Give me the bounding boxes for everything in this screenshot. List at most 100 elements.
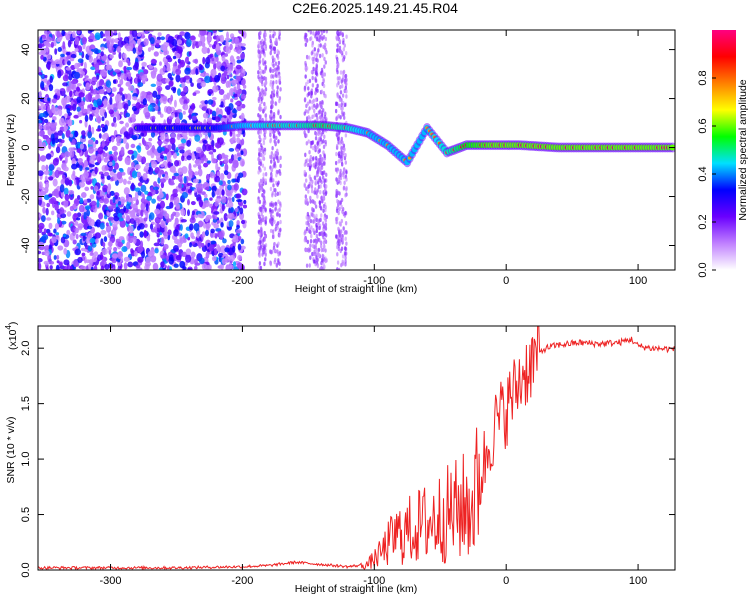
heatmap-cell (167, 229, 172, 236)
heatmap-cell (211, 110, 217, 117)
heatmap-cell (74, 248, 81, 256)
heatmap-cell (257, 86, 260, 91)
heatmap-cell (337, 159, 340, 164)
heatmap-cell (270, 105, 273, 110)
heatmap-cell (220, 195, 227, 204)
heatmap-cell (66, 107, 71, 114)
heatmap-cell (116, 171, 123, 180)
heatmap-cell (141, 156, 147, 165)
heatmap-cell (70, 80, 77, 85)
heatmap-cell (323, 231, 326, 237)
heatmap-cell (264, 216, 268, 221)
heatmap-cell (144, 261, 151, 267)
heatmap-cell (223, 212, 228, 222)
heatmap-cell (106, 212, 111, 217)
heatmap-cell (312, 259, 316, 264)
heatmap-cell (174, 217, 179, 226)
heatmap-cell (321, 53, 324, 58)
heatmap-cell (216, 244, 221, 252)
heatmap-cell (202, 112, 209, 119)
heatmap-cell (336, 94, 339, 99)
heatmap-cell (48, 176, 54, 181)
heatmap-cell (229, 74, 233, 78)
heatmap-cell (76, 86, 81, 92)
heatmap-cell (339, 49, 342, 54)
heatmap-cell (319, 184, 322, 189)
heatmap-cell (342, 150, 345, 156)
heatmap-cell (94, 238, 99, 244)
heatmap-cell (307, 115, 311, 120)
heatmap-cell (60, 53, 65, 58)
heatmap-cell (316, 88, 319, 93)
heatmap-cell (85, 82, 91, 91)
heatmap-cell (82, 108, 87, 114)
heatmap-cell (276, 55, 280, 60)
heatmap-cell (270, 220, 273, 225)
heatmap-cell (219, 172, 225, 181)
heatmap-cell (324, 248, 327, 253)
heatmap-cell (88, 38, 94, 43)
heatmap-cell (198, 63, 203, 71)
heatmap-cell (216, 188, 220, 196)
heatmap-cell (175, 202, 180, 210)
heatmap-cell (125, 112, 131, 118)
heatmap-cell (44, 84, 49, 92)
heatmap-cell (316, 194, 319, 199)
heatmap-cell (337, 190, 340, 196)
heatmap-cell (312, 156, 315, 161)
heatmap-cell (336, 252, 339, 257)
heatmap-cell (309, 36, 312, 42)
heatmap-cell (277, 109, 280, 114)
heatmap-cell (324, 258, 327, 264)
heatmap-cell (231, 196, 235, 203)
heatmap-cell (121, 246, 128, 253)
heatmap-cell (162, 65, 166, 72)
heatmap-cell (109, 54, 114, 59)
heatmap-cell (241, 188, 248, 196)
heatmap-cell (99, 222, 105, 230)
heatmap-cell (269, 79, 273, 85)
heatmap-cell (309, 243, 312, 248)
heatmap-cell (320, 195, 323, 200)
heatmap-cell (317, 30, 320, 36)
heatmap-cell (228, 213, 232, 218)
heatmap-cell (318, 142, 321, 147)
heatmap-cell (160, 220, 166, 228)
heatmap-cell (259, 91, 263, 96)
heatmap-cell (51, 105, 56, 114)
heatmap-cell (320, 30, 324, 36)
heatmap-cell (112, 51, 116, 55)
heatmap-cell (124, 157, 131, 166)
heatmap-cell (316, 263, 320, 269)
heatmap-cell (87, 50, 93, 56)
heatmap-y-tick-label: -40 (20, 238, 32, 254)
heatmap-cell (150, 70, 157, 76)
heatmap-cell (78, 181, 86, 188)
heatmap-cell (104, 263, 110, 270)
heatmap-cell (258, 214, 261, 220)
heatmap-cell (216, 137, 220, 144)
heatmap-cell (119, 79, 124, 86)
heatmap-cell (344, 85, 348, 91)
heatmap-cell (131, 135, 138, 140)
heatmap-cell (231, 109, 238, 114)
heatmap-cell (167, 35, 174, 44)
heatmap-cell (74, 62, 80, 70)
heatmap-cell (69, 57, 75, 62)
heatmap-cell (102, 33, 106, 37)
heatmap-cell (198, 40, 203, 47)
heatmap-cell (269, 207, 272, 213)
heatmap-cell (78, 92, 85, 98)
heatmap-cell (200, 73, 205, 77)
heatmap-cell (97, 146, 104, 155)
heatmap-cell (137, 32, 142, 37)
heatmap-cell (93, 185, 99, 192)
heatmap-cell (184, 67, 191, 75)
heatmap-cell (340, 246, 344, 251)
heatmap-cell (177, 64, 182, 69)
heatmap-cell (51, 137, 56, 145)
heatmap-cell (340, 162, 344, 167)
heatmap-cell (130, 217, 135, 224)
heatmap-cell (84, 205, 91, 210)
heatmap-cell (47, 253, 52, 263)
